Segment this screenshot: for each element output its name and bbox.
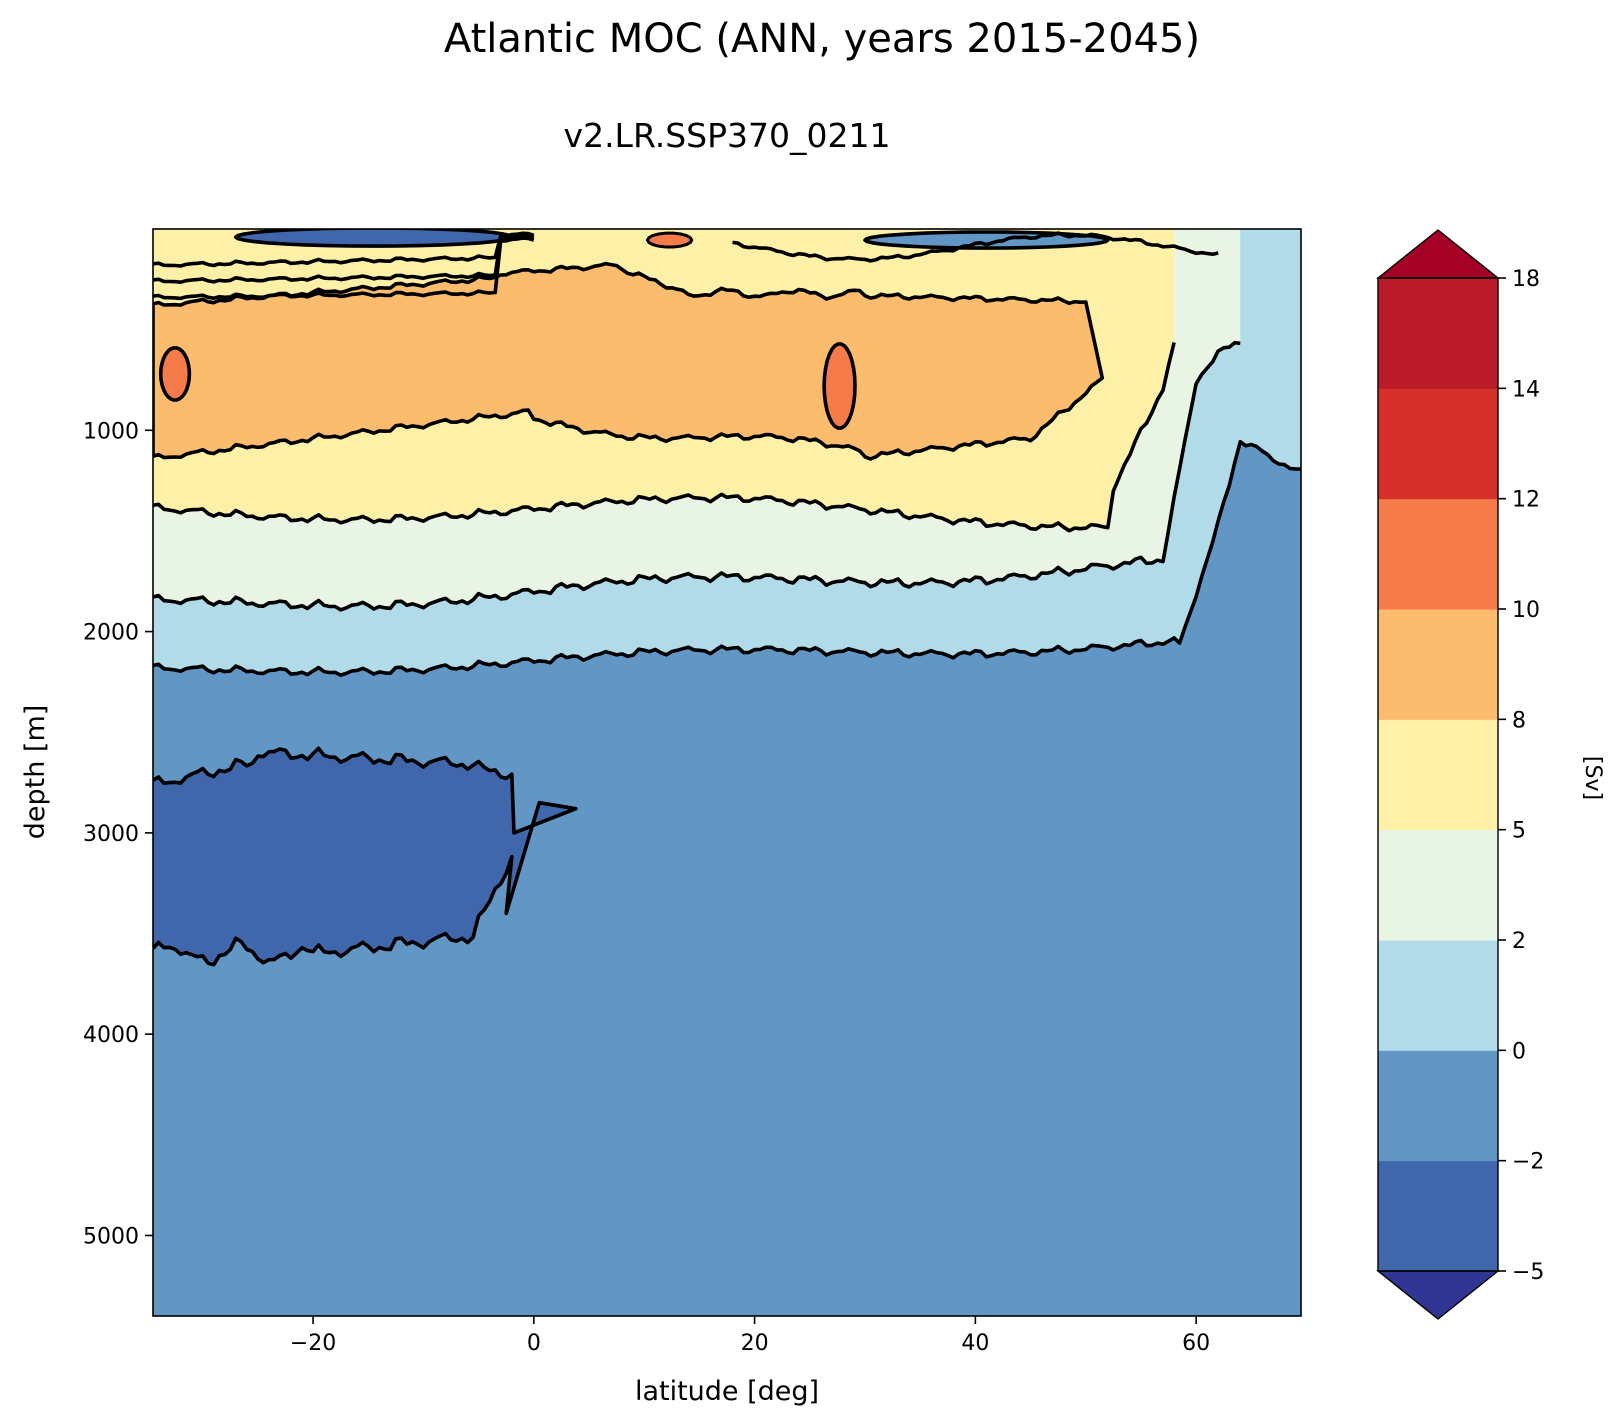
contour-region-surface-negative-cell bbox=[235, 229, 512, 247]
contour-line-8 bbox=[153, 261, 1105, 461]
colorbar-band bbox=[1378, 940, 1498, 1051]
colorbar-frame bbox=[1377, 277, 1499, 1272]
x-axis-label: latitude [deg] bbox=[635, 1376, 819, 1407]
contour-region-bottom-cell-core bbox=[153, 748, 576, 965]
x-tick-label: 60 bbox=[1182, 1331, 1210, 1356]
colorbar-tick-label: −5 bbox=[1512, 1260, 1544, 1285]
contour-line-surface-north bbox=[732, 231, 1219, 263]
colorbar-band bbox=[1378, 719, 1498, 831]
contour-line-5 bbox=[153, 342, 1176, 533]
colorbar-over-arrow bbox=[1376, 229, 1500, 279]
colorbar-band bbox=[1378, 278, 1498, 389]
x-tick-label: 20 bbox=[741, 1331, 769, 1356]
colorbar-tick-label: 0 bbox=[1512, 1039, 1526, 1064]
colorbar-tick-label: 10 bbox=[1512, 598, 1540, 623]
colorbar-band bbox=[1378, 498, 1498, 610]
contour-region-upper-cell-10-12-subtropics bbox=[824, 344, 855, 429]
contour-region-upper-cell-8-10 bbox=[153, 263, 1103, 459]
contour-line-upper-cell-10-12-subtropics bbox=[822, 342, 857, 430]
y-tick-label: 3000 bbox=[83, 822, 139, 847]
plot-area bbox=[153, 229, 1301, 1316]
colorbar-band bbox=[1378, 388, 1498, 500]
contour-line-2 bbox=[153, 340, 1241, 612]
contour-line-surface-1 bbox=[153, 233, 535, 284]
y-tick-label: 1000 bbox=[83, 419, 139, 444]
x-tick-label: 40 bbox=[961, 1331, 989, 1356]
contour-region-surface-red bbox=[645, 231, 694, 249]
contour-region-upper-cell-10-12-south bbox=[160, 347, 190, 400]
contour-line-0 bbox=[153, 439, 1301, 677]
x-tick-label: −20 bbox=[290, 1331, 336, 1356]
colorbar-under-arrow bbox=[1376, 1270, 1500, 1320]
plot-frame bbox=[152, 228, 1302, 1317]
y-axis: 1000 2000 3000 4000 5000 bbox=[83, 419, 153, 1249]
colorbar-tick-label: 8 bbox=[1512, 708, 1526, 733]
chart-subtitle: v2.LR.SSP370_0211 bbox=[564, 116, 891, 155]
x-axis: −20 0 20 40 60 bbox=[290, 1316, 1210, 1356]
y-axis-label: depth [m] bbox=[20, 705, 51, 840]
colorbar-label: [Sv] bbox=[1580, 756, 1605, 800]
contour-line-surface-negative-cell-north bbox=[863, 230, 1110, 250]
colorbar-tick-label: 14 bbox=[1512, 377, 1540, 402]
y-tick-label: 2000 bbox=[83, 621, 139, 646]
contour-line-surface-2 bbox=[153, 236, 535, 301]
colorbar-band bbox=[1378, 1050, 1498, 1162]
contour-line-bottom-cell-core bbox=[153, 746, 578, 967]
y-tick-label: 4000 bbox=[83, 1023, 139, 1048]
x-tick-label: 0 bbox=[527, 1331, 541, 1356]
y-tick-label: 5000 bbox=[83, 1224, 139, 1249]
colorbar-tick-label: −2 bbox=[1512, 1150, 1544, 1175]
chart-title: Atlantic MOC (ANN, years 2015-2045) bbox=[444, 16, 1200, 62]
colorbar: −5 −2 0 2 5 8 10 12 14 18 bbox=[1376, 229, 1544, 1320]
colorbar-tick-label: 18 bbox=[1512, 267, 1540, 292]
colorbar-tick-label: 5 bbox=[1512, 819, 1526, 844]
contour-line-upper-cell-10-12-south bbox=[158, 346, 192, 402]
contour-line-surface-0 bbox=[153, 231, 535, 268]
colorbar-tick-label: 12 bbox=[1512, 488, 1540, 513]
colorbar-band bbox=[1378, 829, 1498, 941]
colorbar-tick-label: 2 bbox=[1512, 929, 1526, 954]
colorbar-band bbox=[1378, 1160, 1498, 1272]
colorbar-band bbox=[1378, 609, 1498, 720]
